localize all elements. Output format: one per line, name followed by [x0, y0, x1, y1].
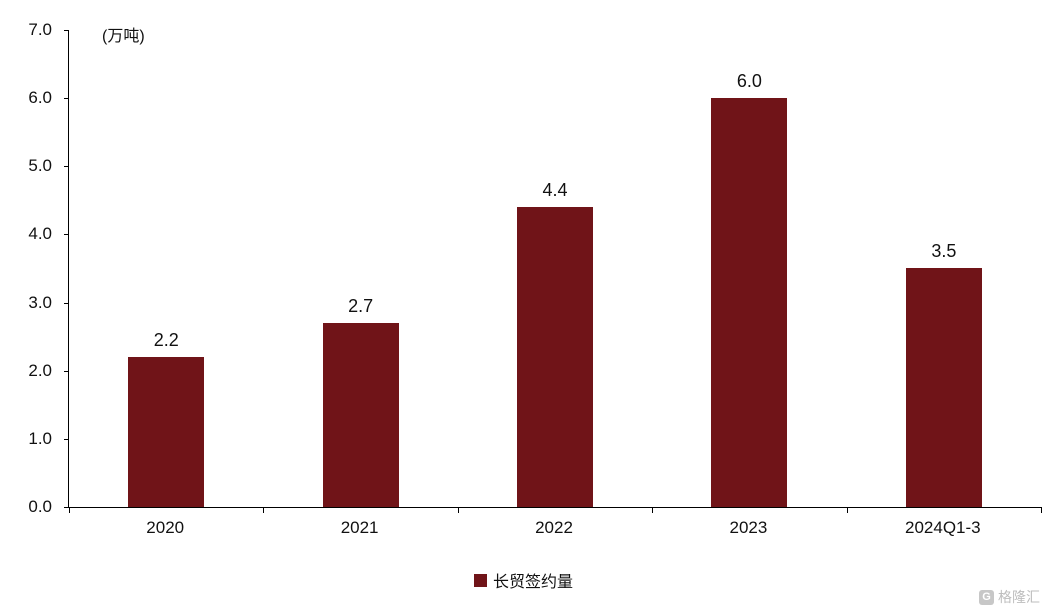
y-axis: 7.0 6.0 5.0 4.0 3.0 2.0 1.0 0.0 [0, 20, 60, 516]
bar-2021 [322, 323, 399, 507]
bar-value-label: 3.5 [931, 241, 957, 261]
y-axis-tick-label: 3.0 [28, 293, 52, 312]
y-axis-tick-label: 4.0 [28, 224, 52, 243]
x-axis-tick-mark [458, 507, 459, 513]
x-axis-tick-mark [263, 507, 264, 513]
y-axis-tick-mark [64, 371, 69, 372]
x-axis-tick-mark [69, 507, 70, 513]
bar-value-label: 4.4 [542, 180, 568, 200]
y-axis-tick-label: 0.0 [28, 497, 52, 516]
legend-swatch [473, 573, 487, 587]
legend-label: 长贸签约量 [492, 574, 573, 591]
bar-2024q1-3 [905, 268, 982, 507]
x-axis-label-2023: 2023 [729, 518, 768, 537]
x-axis-label-2020: 2020 [146, 518, 185, 537]
x-axis-tick-mark [652, 507, 653, 513]
plot-area: 2.2 2.7 4.4 6.0 3.5 [64, 30, 1042, 513]
y-axis-tick-mark [64, 166, 69, 167]
x-axis: 2020 2021 2022 2023 2024Q1-3 [68, 518, 1040, 538]
bar-2023 [711, 98, 788, 507]
y-axis-tick-mark [64, 439, 69, 440]
y-axis-tick-mark [64, 30, 69, 31]
bar-2022 [517, 207, 594, 507]
bar-group-2023: 6.0 [652, 30, 846, 507]
bar-value-label: 6.0 [736, 71, 762, 91]
bar-value-label: 2.2 [153, 330, 179, 350]
y-axis-tick-label: 7.0 [28, 20, 52, 39]
bar-group-2022: 4.4 [458, 30, 652, 507]
x-axis-label-2022: 2022 [535, 518, 573, 537]
y-axis-unit-label: (万吨) [102, 28, 145, 45]
legend: 长贸签约量 [0, 568, 1047, 592]
y-axis-tick-label: 6.0 [28, 88, 52, 107]
bars-container: 2.2 2.7 4.4 6.0 3.5 [69, 30, 1041, 507]
y-axis-tick-mark [64, 234, 69, 235]
y-axis-tick-label: 1.0 [28, 429, 52, 448]
gelonghui-logo-icon: G [979, 589, 994, 605]
gelonghui-watermark: G 格隆汇 [979, 587, 1040, 607]
x-axis-tick-mark [847, 507, 848, 513]
bar-2020 [128, 357, 205, 507]
x-axis-label-2021: 2021 [340, 518, 379, 537]
y-axis-tick-label: 5.0 [28, 156, 52, 175]
x-axis-label-2024q1-3: 2024Q1-3 [905, 518, 981, 537]
y-axis-tick-mark [64, 303, 69, 304]
bar-group-2020: 2.2 [69, 30, 263, 507]
x-axis-tick-mark [1041, 507, 1042, 513]
y-axis-tick-mark [64, 507, 69, 508]
bar-group-2024q1-3: 3.5 [847, 30, 1041, 507]
y-axis-tick-mark [64, 98, 69, 99]
bar-group-2021: 2.7 [263, 30, 457, 507]
bar-value-label: 2.7 [348, 296, 374, 316]
watermark-text: 格隆汇 [998, 589, 1040, 605]
y-axis-tick-label: 2.0 [28, 361, 52, 380]
